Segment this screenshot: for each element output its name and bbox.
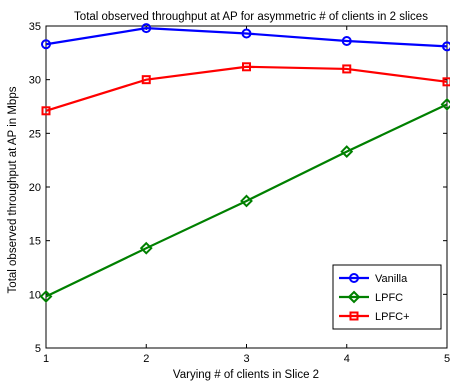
data-point [141,75,151,85]
data-point [41,39,51,50]
data-point [141,23,152,34]
data-point [440,97,450,111]
data-point [442,41,450,52]
legend: Vanilla LPFC LPFC+ [332,264,442,330]
y-tick-label: 10 [29,289,41,301]
x-tick-label: 3 [243,353,249,365]
y-tick-label: 35 [29,21,41,33]
legend-marker [349,311,359,321]
axes: 1 2 3 4 5 5 10 15 20 25 30 35 [29,21,450,365]
legend-label: LPFC [375,292,403,304]
data-point [442,77,450,87]
x-tick-label: 4 [344,353,350,365]
series-lpfc-plus [41,62,450,116]
y-tick-label: 25 [29,128,41,140]
data-point [241,28,252,39]
x-tick-label: 2 [143,353,149,365]
data-point [240,194,253,208]
series-vanilla [41,23,450,52]
x-tick-label: 1 [43,353,49,365]
series-layer [39,23,450,303]
chart-title: Total observed throughput at AP for asym… [74,11,428,23]
data-point [41,106,51,116]
legend-marker [347,290,361,304]
y-tick-label: 30 [29,75,41,87]
y-tick-label: 15 [29,236,41,248]
x-tick-label: 5 [444,353,450,365]
data-point [39,290,53,303]
y-tick-label: 20 [29,182,41,194]
legend-marker [349,273,359,283]
y-tick-label: 5 [35,343,41,355]
data-point [342,64,352,74]
series-line [45,103,448,298]
series-lpfc [39,97,450,303]
series-line [45,65,448,112]
x-axis-label: Varying # of clients in Slice 2 [173,369,319,381]
legend-label: Vanilla [375,273,408,285]
series-line [45,27,448,48]
data-point [139,241,153,255]
data-point [242,62,251,72]
legend-label: LPFC+ [375,311,410,323]
data-point [340,145,354,158]
data-point [341,36,352,47]
y-axis-label: Total observed throughput at AP in Mbps [7,86,19,293]
